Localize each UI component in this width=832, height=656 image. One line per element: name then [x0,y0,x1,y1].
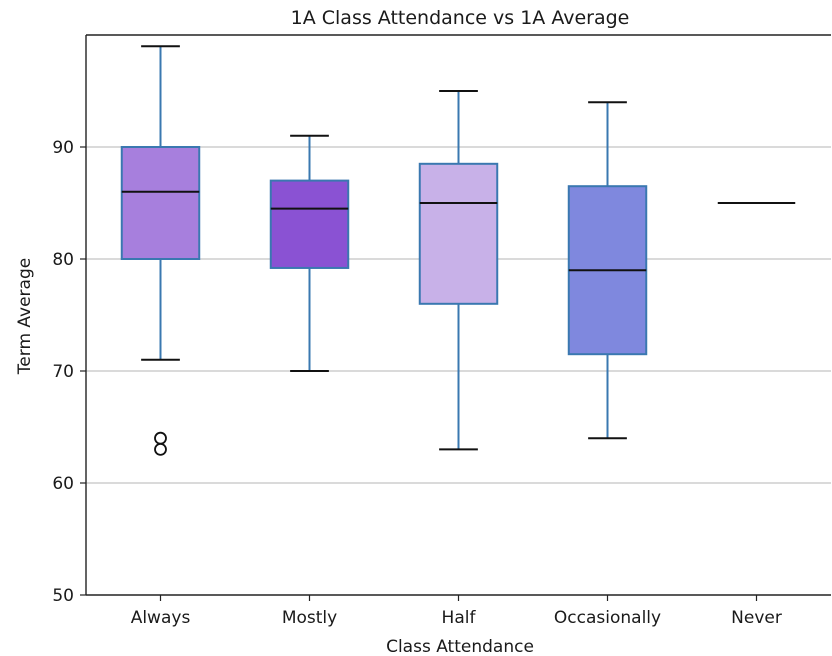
y-tick-label-60: 60 [52,474,74,494]
y-tick-label-50: 50 [52,586,74,606]
box-half [418,90,499,451]
outlier-point-always-1 [154,442,167,456]
chart-title: 1A Class Attendance vs 1A Average [291,7,630,29]
box-occasionally [567,101,648,440]
iqr-box-half [418,162,499,305]
x-tick-label-occasionally: Occasionally [554,608,661,628]
x-tick-label-half: Half [442,608,477,628]
tick-labels: 50 60 70 80 90 Always Mostly Half Occasionally Ne… [52,138,781,628]
box-plots [120,45,796,456]
x-tick-label-never: Never [731,608,782,628]
iqr-box-mostly [269,179,350,269]
x-tick-label-mostly: Mostly [282,608,337,628]
box-always [120,45,201,456]
iqr-box-always [120,146,201,260]
x-tick-label-always: Always [131,608,191,628]
y-tick-label-80: 80 [52,250,74,270]
y-axis-label: Term Average [15,258,35,375]
y-tick-label-90: 90 [52,138,74,158]
axes [80,34,831,601]
x-axis-label: Class Attendance [386,637,534,656]
y-tick-label-70: 70 [52,362,74,382]
outlier-point-always-2 [154,431,167,445]
box-mostly [269,134,350,372]
